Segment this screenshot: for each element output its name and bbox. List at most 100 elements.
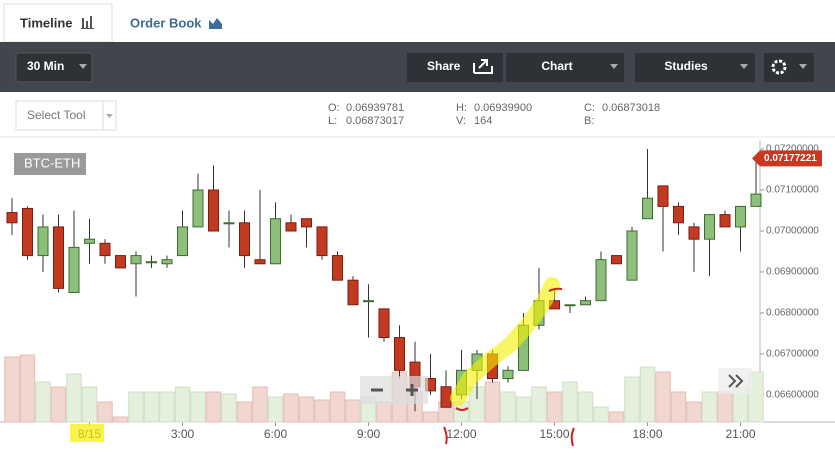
y-tick-label: 0.06800000 xyxy=(766,308,819,319)
share-label: Share xyxy=(427,59,461,73)
volume-bar xyxy=(655,371,671,423)
volume-bar xyxy=(748,371,764,423)
volume-bar xyxy=(500,391,516,423)
volume-bar xyxy=(314,399,330,423)
volume-bar xyxy=(515,396,532,423)
volume-bar xyxy=(35,381,51,423)
share-button[interactable] xyxy=(407,53,503,82)
volume-bar xyxy=(19,354,36,423)
volume-bar xyxy=(701,391,718,423)
y-tick-label: 0.07200000 xyxy=(766,144,819,155)
candle-body xyxy=(393,337,405,371)
volume-bar xyxy=(221,393,237,423)
candle-body xyxy=(192,189,204,228)
candle-body xyxy=(176,226,188,257)
candle-body xyxy=(502,369,514,380)
dropdown-arrow xyxy=(740,64,748,69)
tab[interactable]: Timeline xyxy=(20,15,73,30)
candle-body xyxy=(626,230,638,281)
candle-body xyxy=(595,259,607,302)
tab-icon xyxy=(209,18,222,29)
dropdown-arrow xyxy=(799,64,807,69)
volume-bar xyxy=(577,391,594,423)
symbol-label: BTC-ETH xyxy=(24,155,80,170)
y-tick-label: 0.06700000 xyxy=(766,349,819,360)
candle-body xyxy=(440,386,452,408)
volume-bar xyxy=(81,386,98,423)
highlight xyxy=(70,424,104,442)
tab[interactable]: Order Book xyxy=(130,15,202,30)
volume-bar xyxy=(112,416,129,423)
candle-body xyxy=(114,255,126,269)
volume-bar xyxy=(329,391,346,423)
info-value: 0.06873017 xyxy=(346,115,404,127)
volume-bar xyxy=(624,376,640,423)
info-value: 164 xyxy=(474,115,492,127)
x-tick-label: 15:00 xyxy=(539,427,569,441)
dropdown-arrow xyxy=(106,114,113,118)
info-label: O: xyxy=(328,102,340,114)
x-tick-label: 3:00 xyxy=(171,427,195,441)
interval-label: 30 Min xyxy=(27,59,64,73)
candle-body xyxy=(145,261,157,264)
candle-body xyxy=(580,300,592,306)
candle-body xyxy=(331,255,343,281)
dropdown-arrow xyxy=(79,64,87,69)
info-label: L: xyxy=(328,115,337,127)
candle-body xyxy=(611,255,623,265)
volume-bar xyxy=(298,396,315,423)
scroll-icon xyxy=(728,374,744,388)
candle-body xyxy=(68,246,80,293)
settings-button[interactable] xyxy=(764,53,814,82)
tab-active[interactable] xyxy=(3,3,113,43)
studies-button[interactable] xyxy=(635,53,755,82)
candle-body xyxy=(238,222,250,257)
candle-body xyxy=(735,205,747,228)
info-label: V: xyxy=(456,115,466,127)
candle-body xyxy=(21,207,33,257)
volume-bar xyxy=(670,391,687,423)
zoom-in[interactable] xyxy=(406,384,418,396)
candle-body xyxy=(37,226,49,257)
y-tick-label: 0.07100000 xyxy=(766,185,819,196)
volume-bar xyxy=(128,391,144,423)
share-icon xyxy=(473,59,493,74)
candle-body xyxy=(254,259,266,265)
annotation-stroke xyxy=(443,287,575,447)
info-value: 0.06939900 xyxy=(474,102,532,114)
settings-icon xyxy=(771,59,787,75)
info-value: 0.06939781 xyxy=(346,102,404,114)
candle-body xyxy=(657,185,669,207)
x-tick-label: 12:00 xyxy=(446,427,476,441)
volume-bar xyxy=(97,401,113,423)
interval-button[interactable] xyxy=(15,52,93,83)
candle-body xyxy=(285,222,297,232)
candle-body xyxy=(300,218,312,228)
info-label: H: xyxy=(456,102,467,114)
candle-body xyxy=(688,226,700,240)
volume-bar xyxy=(252,386,268,423)
volume-bar xyxy=(174,386,191,423)
chart-label: Chart xyxy=(541,59,572,73)
select-tool[interactable] xyxy=(15,100,117,131)
candle-body xyxy=(704,214,716,240)
highlight xyxy=(450,277,560,406)
candle-body xyxy=(719,214,731,228)
chart-button[interactable] xyxy=(506,53,624,82)
studies-label: Studies xyxy=(664,59,708,73)
volume-bar xyxy=(593,406,609,423)
candle-body xyxy=(52,226,64,289)
volume-bar xyxy=(484,381,501,423)
volume-bar xyxy=(376,401,392,423)
candle-body xyxy=(347,279,359,306)
tab-bar xyxy=(0,0,835,42)
candle-body xyxy=(83,238,95,244)
volume-bar xyxy=(422,411,439,423)
info-label: C: xyxy=(584,102,595,114)
price-tag xyxy=(752,150,822,167)
symbol-badge xyxy=(14,153,86,175)
x-tick-label: 21:00 xyxy=(725,427,755,441)
volume-bar xyxy=(236,401,253,423)
x-tick-label: 6:00 xyxy=(264,427,288,441)
